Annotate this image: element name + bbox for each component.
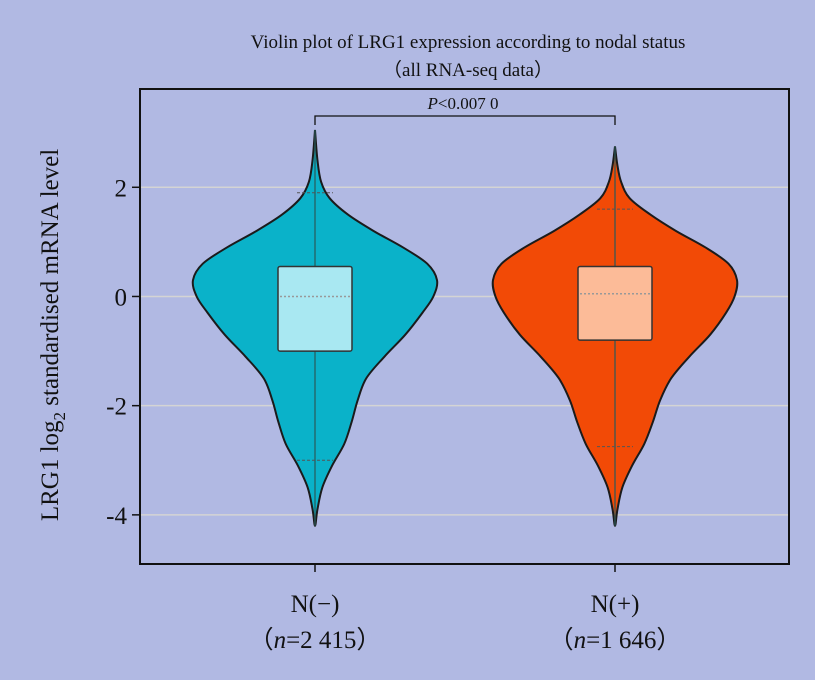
significance-bracket [314,115,616,125]
y-tick-label: -4 [106,503,127,530]
x-axis-categories: N(−) （n=2 415） N(+) （n=1 646） [249,564,682,654]
n-symbol: n [574,627,587,654]
y-axis-label: LRG1 log2 standardised mRNA level [37,149,69,521]
y-tick-label: 0 [115,284,128,311]
y-tick-label: 2 [115,175,128,202]
chart-subtitle: （all RNA-seq data） [383,59,553,81]
category-label: N(−) [291,591,340,618]
violins [191,129,739,527]
significance-annotation: P<0.007 0 [314,94,616,125]
category-label: N(+) [591,591,640,618]
box-iqr [277,265,353,352]
y-tick-label: -2 [106,394,127,421]
category-count: （n=2 415） [249,626,382,654]
chart-title: Violin plot of LRG1 expression according… [251,32,686,53]
box-iqr [577,265,653,341]
p-value-label: P<0.007 0 [427,94,499,113]
y-axis-label-subscript: 2 [50,412,69,421]
p-symbol: P [427,94,438,113]
n-symbol: n [274,627,287,654]
plot-frame [139,88,790,565]
category-count: （n=1 646） [549,626,682,654]
y-axis-ticks: -4 -2 0 2 [106,175,140,530]
